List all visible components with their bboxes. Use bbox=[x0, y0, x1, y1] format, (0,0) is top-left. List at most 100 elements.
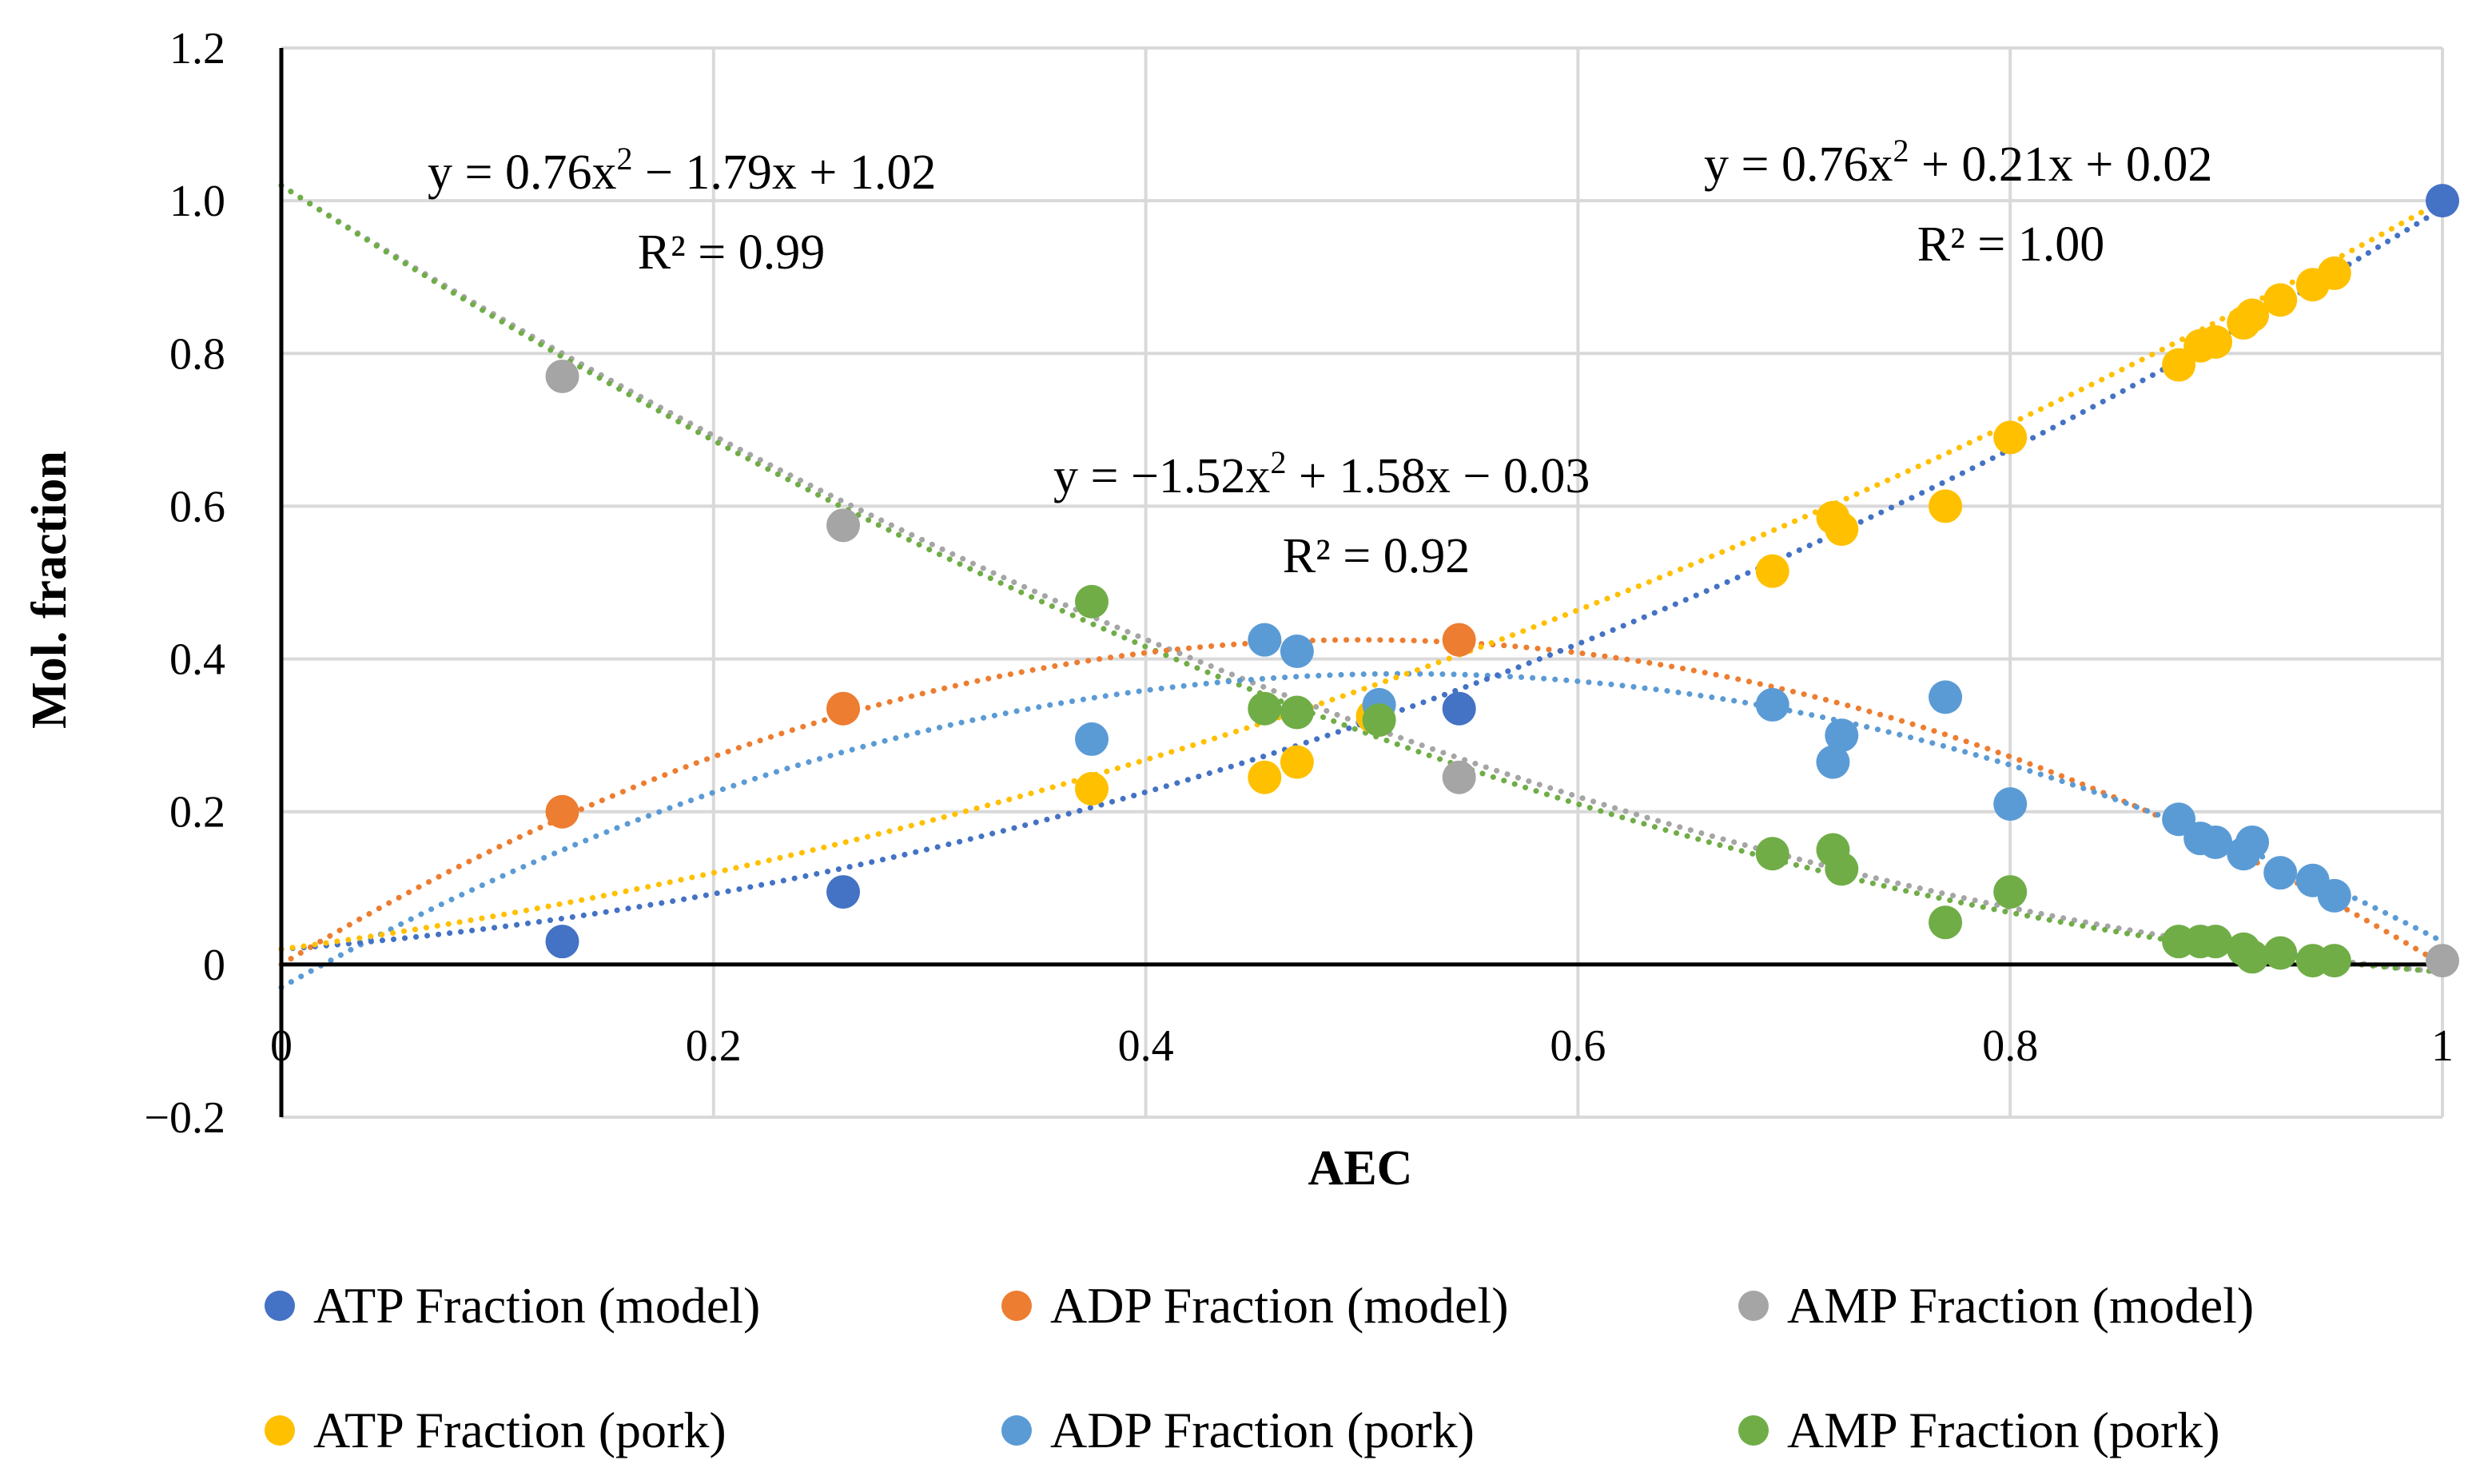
y-tick-label: 1.0 bbox=[169, 177, 225, 226]
data-point bbox=[2317, 944, 2351, 978]
data-point bbox=[1442, 760, 1476, 794]
x-tick-label: 0 bbox=[270, 1021, 293, 1071]
axes bbox=[279, 48, 2442, 1117]
data-point bbox=[826, 691, 861, 726]
data-point bbox=[2263, 283, 2298, 317]
svg-text:y = 0.76x2 − 1.79x + 1.02: y = 0.76x2 − 1.79x + 1.02 bbox=[428, 141, 936, 200]
legend-marker-adp-model bbox=[1001, 1291, 1032, 1321]
trendline bbox=[278, 182, 2446, 975]
trendline bbox=[278, 197, 2446, 953]
legend-marker-amp-pork bbox=[1738, 1415, 1769, 1446]
annotation-adp: y = −1.52x2 + 1.58x − 0.03 R² = 0.92 bbox=[1053, 444, 1590, 583]
data-point bbox=[2426, 944, 2459, 978]
annotation-amp-eq-a: y = 0.76x bbox=[428, 145, 616, 200]
y-tick-label: 0.8 bbox=[169, 329, 225, 379]
y-tick-label: −0.2 bbox=[144, 1093, 225, 1143]
y-tick-label: 0.4 bbox=[169, 635, 225, 685]
data-point bbox=[2235, 940, 2270, 974]
tick-labels: −0.2 0 0.2 0.4 0.6 0.8 1.0 1.2 0 0.2 0.4 0.6 0.8 1 bbox=[144, 24, 2454, 1143]
data-point bbox=[1362, 703, 1396, 738]
data-point bbox=[1825, 852, 1859, 886]
y-tick-label: 0.6 bbox=[169, 482, 225, 531]
x-tick-label: 0.8 bbox=[1982, 1021, 2038, 1071]
legend-label-amp-pork: AMP Fraction (pork) bbox=[1787, 1402, 2220, 1458]
data-point bbox=[545, 794, 579, 829]
data-point bbox=[1929, 489, 1963, 523]
data-point bbox=[1755, 687, 1789, 722]
data-point bbox=[2317, 878, 2351, 913]
annotation-amp-sup: 2 bbox=[616, 141, 632, 177]
data-point bbox=[2235, 825, 2270, 859]
data-point bbox=[1993, 875, 2028, 909]
annotation-atp: y = 0.76x2 + 0.21x + 0.02 R² = 1.00 bbox=[1704, 133, 2212, 272]
legend-item-adp-pork: ADP Fraction (pork) bbox=[1001, 1402, 1475, 1458]
legend-label-atp-pork: ATP Fraction (pork) bbox=[313, 1402, 726, 1458]
svg-text:y = −1.52x2 + 1.58x − 0.03: y = −1.52x2 + 1.58x − 0.03 bbox=[1053, 444, 1590, 503]
data-point bbox=[1248, 691, 1282, 726]
annotation-atp-eq-a: y = 0.76x bbox=[1704, 137, 1893, 192]
data-point bbox=[1993, 420, 2028, 455]
legend-item-amp-model: AMP Fraction (model) bbox=[1738, 1277, 2254, 1334]
y-tick-label: 0 bbox=[203, 941, 225, 990]
data-point bbox=[2317, 256, 2351, 290]
data-point bbox=[2235, 298, 2270, 332]
data-point bbox=[1825, 512, 1859, 547]
x-tick-label: 0.6 bbox=[1550, 1021, 1606, 1071]
data-point bbox=[1993, 787, 2028, 822]
data-point bbox=[545, 925, 579, 959]
annotation-adp-eq-a: y = −1.52x bbox=[1053, 449, 1270, 503]
x-tick-label: 0.4 bbox=[1118, 1021, 1174, 1071]
legend: ATP Fraction (model) ADP Fraction (model… bbox=[265, 1277, 2254, 1458]
annotation-atp-r2: R² = 1.00 bbox=[1917, 217, 2104, 272]
data-point bbox=[2162, 348, 2196, 382]
data-point bbox=[1280, 745, 1314, 779]
legend-marker-amp-model bbox=[1738, 1291, 1769, 1321]
data-point bbox=[1929, 680, 1963, 714]
data-point bbox=[2263, 856, 2298, 890]
annotation-atp-eq-b: + 0.21x + 0.02 bbox=[1909, 137, 2212, 192]
grid-lines bbox=[281, 46, 2444, 1119]
data-point bbox=[2199, 324, 2233, 359]
annotation-atp-sup: 2 bbox=[1893, 133, 1909, 169]
data-point bbox=[1755, 837, 1789, 871]
data-point bbox=[1929, 905, 1963, 940]
legend-item-atp-model: ATP Fraction (model) bbox=[265, 1277, 760, 1334]
trendline bbox=[278, 637, 2446, 968]
y-axis-title: Mol. fraction bbox=[22, 451, 77, 729]
data-point bbox=[1280, 695, 1314, 730]
trendline bbox=[278, 670, 2446, 990]
data-point bbox=[1248, 623, 1282, 657]
data-point bbox=[1755, 554, 1789, 588]
annotation-adp-eq-b: + 1.58x − 0.03 bbox=[1286, 449, 1590, 503]
data-point bbox=[1075, 584, 1109, 619]
data-point bbox=[2426, 184, 2459, 218]
legend-marker-atp-model bbox=[265, 1291, 295, 1321]
trendline bbox=[278, 182, 2446, 975]
y-tick-label: 1.2 bbox=[169, 24, 225, 74]
annotation-amp-r2: R² = 0.99 bbox=[638, 225, 825, 280]
annotation-amp-eq-b: − 1.79x + 1.02 bbox=[632, 145, 936, 200]
data-points bbox=[545, 184, 2459, 978]
data-point bbox=[1816, 745, 1850, 779]
data-point bbox=[1075, 722, 1109, 756]
x-tick-label: 0.2 bbox=[686, 1021, 742, 1071]
legend-marker-atp-pork bbox=[265, 1415, 295, 1446]
data-point bbox=[1075, 772, 1109, 806]
legend-marker-adp-pork bbox=[1001, 1415, 1032, 1446]
legend-label-adp-pork: ADP Fraction (pork) bbox=[1050, 1402, 1475, 1458]
svg-text:y = 0.76x2 + 0.21x + 0.02: y = 0.76x2 + 0.21x + 0.02 bbox=[1704, 133, 2212, 192]
data-point bbox=[826, 508, 861, 543]
data-point bbox=[545, 359, 579, 393]
legend-item-adp-model: ADP Fraction (model) bbox=[1001, 1277, 1509, 1334]
data-point bbox=[2199, 825, 2233, 859]
annotation-amp: y = 0.76x2 − 1.79x + 1.02 R² = 0.99 bbox=[428, 141, 936, 280]
data-point bbox=[1825, 718, 1859, 753]
legend-label-amp-model: AMP Fraction (model) bbox=[1787, 1277, 2254, 1334]
data-point bbox=[1248, 760, 1282, 794]
data-point bbox=[1442, 691, 1476, 726]
annotation-adp-sup: 2 bbox=[1270, 444, 1286, 480]
legend-label-adp-model: ADP Fraction (model) bbox=[1050, 1277, 1509, 1334]
data-point bbox=[2199, 925, 2233, 959]
data-point bbox=[2162, 802, 2196, 837]
